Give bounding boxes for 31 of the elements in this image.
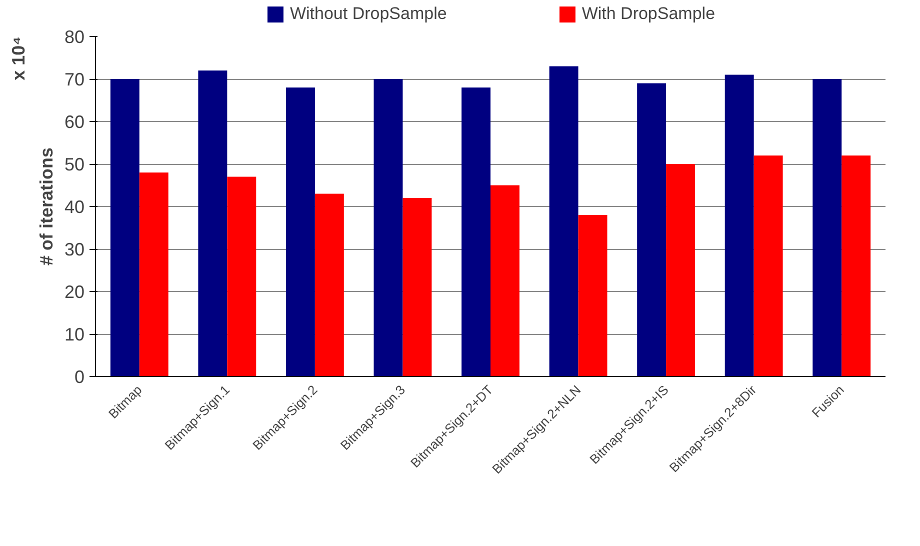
- bar: [549, 66, 578, 376]
- bar: [724, 74, 754, 376]
- bar: [110, 79, 140, 376]
- bar: [842, 156, 871, 376]
- y-tick-label: 30: [64, 240, 85, 260]
- y-tick-label: 60: [64, 112, 85, 132]
- bar: [314, 194, 344, 376]
- y-tick-label: 40: [64, 197, 85, 217]
- bar: [198, 70, 228, 376]
- y-tick-label: 50: [64, 154, 85, 174]
- text: x 10⁴: [8, 36, 28, 80]
- y-tick-label: 20: [64, 282, 85, 302]
- bar: [402, 198, 432, 376]
- y-tick-label: 0: [74, 367, 85, 387]
- y-axis-title: # of iterations: [36, 147, 56, 266]
- bar: [462, 88, 490, 376]
- y-tick-label: 10: [64, 324, 85, 344]
- y-tick-label: 80: [64, 27, 85, 47]
- bar: [374, 79, 403, 376]
- bar: [812, 79, 842, 376]
- y-tick-label: 70: [64, 70, 85, 90]
- bar: [139, 172, 168, 376]
- bar: [578, 215, 608, 376]
- bar: [227, 176, 256, 376]
- bar: [666, 164, 696, 376]
- bar: [286, 88, 315, 376]
- bar: [637, 83, 666, 376]
- legend-label: Without DropSample: [290, 4, 447, 24]
- bar: [490, 185, 520, 376]
- bar: [754, 156, 783, 376]
- legend-label: With DropSample: [582, 4, 716, 24]
